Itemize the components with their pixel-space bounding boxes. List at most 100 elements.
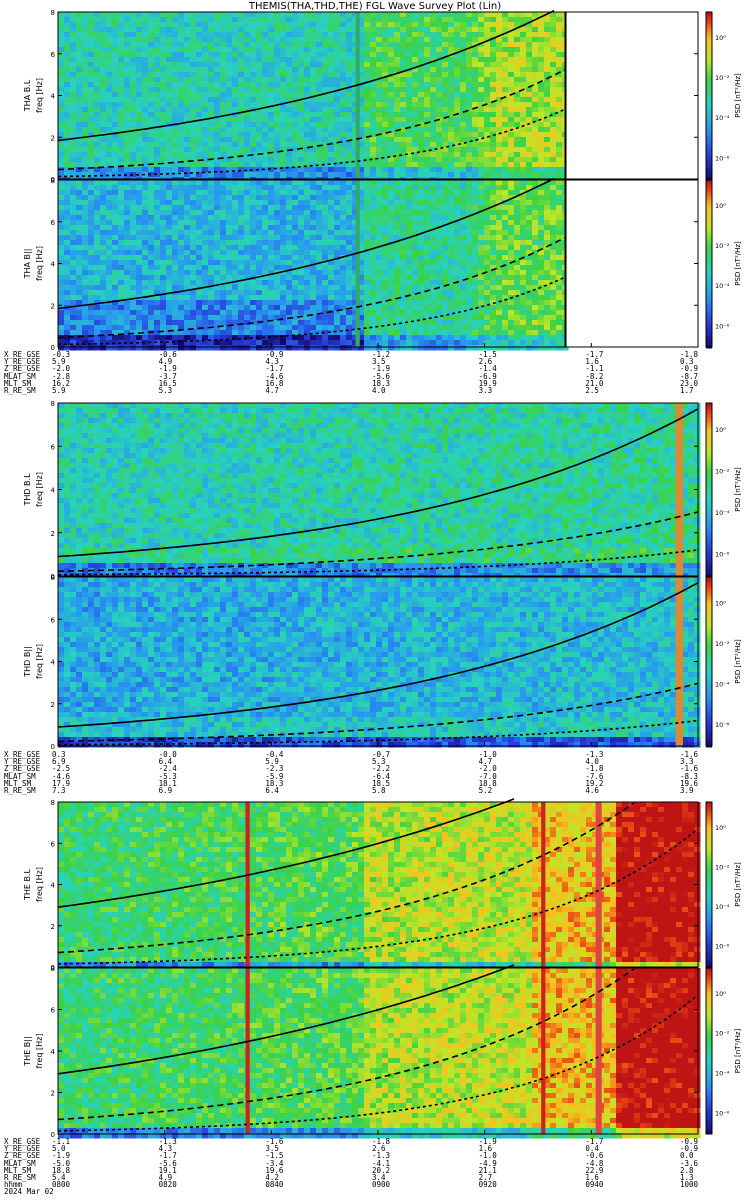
ephemeris-value: 22.9 (585, 1166, 603, 1175)
ephemeris-row-label: R_RE_SM (4, 387, 36, 395)
ephemeris-value: 19.6 (265, 1166, 283, 1175)
ephemeris-value: 4.3 (265, 358, 279, 366)
ephemeris-value: 0.3 (680, 358, 694, 366)
y-tick-label: 8 (51, 400, 55, 408)
ephemeris-value: 0900 (372, 1181, 390, 1189)
ephemeris-value: 1.6 (585, 1174, 599, 1182)
the-panel-1-spectrogram (58, 968, 701, 1139)
ephemeris-row-label: MLT_SM (4, 379, 31, 388)
colorbar-tick-label: 10⁻⁶ (715, 1109, 730, 1117)
gyrofrequency-curves (57, 964, 699, 1132)
gyrofrequency-curves (57, 177, 699, 346)
ephemeris-row-label: X_RE_GSE (4, 351, 40, 359)
ephemeris-value: -1.8 (680, 351, 698, 359)
ephemeris-value: -5.6 (159, 1159, 177, 1168)
ephemeris-value: 2.5 (585, 387, 599, 395)
ephemeris-row-label: Z_RE_GSE (4, 365, 40, 373)
ephemeris-value: -1.2 (372, 351, 390, 359)
ephemeris-value: -2.2 (372, 765, 390, 773)
ephemeris-value: -0.9 (680, 1145, 698, 1153)
ephemeris-value: -2.4 (159, 765, 177, 773)
ephemeris-value: 3.9 (680, 787, 694, 795)
plot-title: THEMIS(THA,THD,THE) FGL Wave Survey Plot… (0, 1, 750, 12)
y-tick-label: 0 (51, 1131, 55, 1139)
y-tick-label: 2 (51, 1090, 55, 1098)
ephemeris-value: 2.6 (372, 1145, 386, 1153)
colorbar-tick-label: 10⁻⁶ (715, 322, 730, 330)
ephemeris-value: -1.7 (585, 351, 603, 359)
ephemeris-value: -0.9 (680, 1138, 698, 1146)
ephemeris-value: 6.9 (52, 758, 66, 766)
ephemeris-value: 1000 (680, 1181, 698, 1189)
event-spike (355, 180, 360, 347)
ephemeris-value: 6.9 (159, 787, 173, 795)
y-axis-label: freq [Hz] (35, 78, 44, 113)
colorbar-tick-label: 10⁻² (715, 242, 730, 250)
event-spike (595, 968, 602, 1134)
ephemeris-value: 6.4 (159, 758, 173, 766)
ephemeris-value: 19.9 (479, 379, 497, 388)
the-panel-0-spectrogram (58, 802, 701, 968)
y-axis-label: freq [Hz] (35, 644, 44, 679)
ephemeris-value: 18.5 (372, 779, 390, 788)
ephemeris-row-label: Z_RE_GSE (4, 1152, 40, 1160)
ephemeris-value: -1.5 (265, 1152, 283, 1160)
ephemeris-value: 7.3 (52, 787, 66, 795)
ephemeris-value: 4.9 (159, 358, 173, 366)
y-axis-label: THE B.L (23, 868, 32, 901)
ephemeris-value: 4.3 (159, 1145, 173, 1153)
colorbar (705, 179, 713, 349)
ephemeris-value: -3.4 (265, 1159, 283, 1168)
thd-panel-0-spectrogram (58, 403, 701, 579)
event-spike (675, 403, 683, 576)
ephemeris-value: 4.0 (585, 758, 599, 766)
ephemeris-row-label: R_RE_SM (4, 787, 36, 795)
y-tick-label: 4 (51, 659, 56, 667)
ephemeris-value: -0.9 (680, 365, 698, 373)
ephemeris-value: -0.6 (159, 351, 177, 359)
y-tick-label: 2 (51, 302, 55, 310)
ephemeris-value: -1.4 (479, 365, 497, 373)
colorbar-label: PSD [nT²/Hz] (734, 862, 742, 907)
ephemeris-value: 23.0 (680, 379, 698, 388)
ephemeris-value: -0.0 (159, 751, 177, 759)
ephemeris-row-label: Y_RE_GSE (4, 758, 40, 766)
ephemeris-value: 21.1 (479, 1166, 497, 1175)
ephemeris-value: -1.0 (479, 1152, 497, 1160)
y-axis-label: freq [Hz] (35, 1034, 44, 1069)
ephemeris-value: 0820 (159, 1181, 177, 1189)
ephemeris-value: 5.9 (265, 758, 279, 766)
ephemeris-value: -8.7 (680, 372, 698, 381)
y-tick-label: 4 (51, 487, 56, 495)
colorbar-tick-label: 10⁻⁴ (715, 509, 730, 517)
ephemeris-value: 18.8 (52, 1166, 70, 1175)
y-tick-label: 2 (51, 530, 55, 538)
ephemeris-value: 1.7 (680, 387, 694, 395)
ephemeris-value: 5.9 (52, 358, 66, 366)
y-tick-label: 4 (51, 882, 56, 890)
colorbar-tick-label: 10⁻⁶ (715, 154, 730, 162)
ephemeris-value: -0.9 (265, 351, 283, 359)
ephemeris-row-label: MLT_SM (4, 1166, 31, 1175)
ephemeris-value: -7.6 (585, 772, 603, 781)
y-tick-label: 4 (51, 1048, 56, 1056)
ephemeris-value: -4.8 (585, 1159, 603, 1168)
ephemeris-value: -5.0 (52, 1159, 70, 1168)
ephemeris-value: 1.6 (585, 358, 599, 366)
colorbar-tick-label: 10⁻⁶ (715, 721, 730, 729)
colorbar-tick-label: 10⁻⁴ (715, 282, 730, 290)
ephemeris-value: -1.5 (479, 351, 497, 359)
event-spike (541, 968, 546, 1134)
ephemeris-value: -4.6 (265, 372, 283, 381)
y-axis-label: THE B|| (23, 1036, 32, 1066)
ephemeris-value: 0.4 (585, 1145, 599, 1153)
ephemeris-value: -1.6 (680, 751, 698, 759)
y-tick-label: 0 (51, 573, 55, 581)
y-tick-label: 8 (51, 574, 55, 582)
ephemeris-value: -8.2 (585, 372, 603, 381)
ephemeris-value: 19.1 (159, 1166, 177, 1175)
ephemeris-row-label: hhmm (4, 1181, 22, 1189)
event-spike (675, 577, 683, 746)
colorbar-tick-label: 10⁰ (715, 824, 726, 832)
ephemeris-value: -1.6 (680, 765, 698, 773)
